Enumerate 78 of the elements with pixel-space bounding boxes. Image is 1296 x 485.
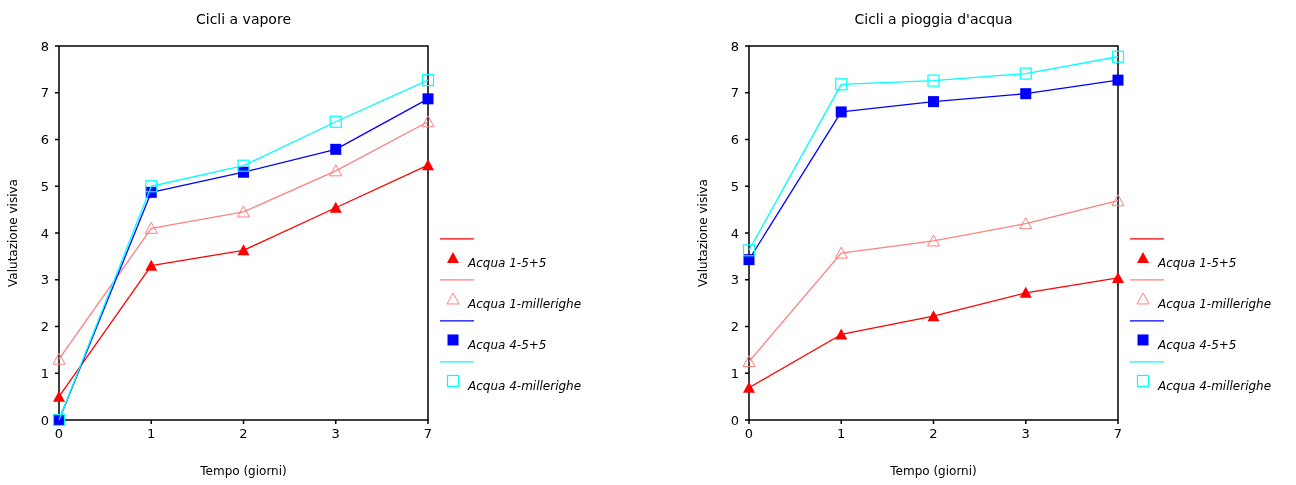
y-tick-label: 4 [40,225,49,241]
point [742,355,756,368]
x-tick-label: 7 [423,426,433,441]
point [928,96,939,108]
point [927,74,940,87]
point [834,246,848,259]
legend-label: Acqua 1-millerighe [1157,296,1272,311]
y-axis-title: Valutazione visiva [696,179,710,287]
point [52,352,66,365]
y-tick-label: 3 [730,272,739,288]
point [145,259,158,271]
point [237,159,250,172]
y-axis-title: Valutazione visiva [6,179,20,287]
point [1111,194,1125,207]
point [1019,67,1032,80]
point [1019,286,1032,298]
x-axis-title: Tempo (giorni) [889,464,977,478]
point [1019,217,1033,230]
point [835,328,848,340]
point [927,310,940,322]
point [1111,50,1125,63]
point [53,390,65,402]
point [743,254,755,266]
y-tick-label: 6 [730,132,739,148]
point [145,180,158,193]
point [742,244,756,257]
y-tick-label: 0 [730,412,739,428]
y-tick-label: 5 [730,178,739,194]
legend-label: Acqua 1-5+5 [1157,255,1237,270]
y-tick-label: 7 [730,85,739,101]
point [329,164,343,177]
y-tick-label: 3 [40,272,49,288]
y-tick-label: 2 [40,319,49,335]
point [835,106,847,118]
legend-label: Acqua 1-millerighe [467,296,582,311]
point [237,244,250,256]
y-tick-label: 7 [40,85,49,101]
point [144,221,158,234]
legend-label: Acqua 4-5+5 [1157,337,1237,352]
point [927,234,940,247]
point [835,78,848,91]
x-tick-label: 2 [929,426,938,441]
point [1112,74,1124,86]
chart-title: Cicli a pioggia d'acqua [854,11,1013,27]
y-tick-label: 1 [730,365,739,381]
point [1112,271,1124,283]
x-tick-label: 0 [744,426,754,441]
legend-label: Acqua 4-millerighe [467,378,582,393]
y-tick-label: 0 [40,412,49,428]
point [330,143,342,155]
point [329,115,342,128]
point [329,201,342,213]
x-tick-label: 3 [1021,426,1030,441]
point [422,159,434,171]
x-tick-label: 3 [331,426,340,441]
legend-label: Acqua 4-millerighe [1157,378,1272,393]
point [421,115,435,128]
x-tick-label: 1 [147,426,156,441]
chart-title: Cicli a vapore [196,11,291,27]
y-tick-label: 8 [40,38,49,54]
y-tick-label: 2 [730,319,739,335]
y-tick-label: 8 [730,38,739,54]
y-tick-label: 5 [40,178,49,194]
x-tick-label: 2 [239,426,248,441]
x-tick-label: 1 [837,426,846,441]
point [1020,88,1032,100]
y-tick-label: 4 [730,225,739,241]
y-tick-label: 1 [40,365,49,381]
point [421,74,435,87]
legend-label: Acqua 1-5+5 [467,255,547,270]
x-tick-label: 7 [1113,426,1123,441]
point [237,205,250,218]
y-tick-label: 6 [40,132,49,148]
point [422,93,434,105]
x-tick-label: 0 [54,426,64,441]
legend-label: Acqua 4-5+5 [467,337,547,352]
x-axis-title: Tempo (giorni) [199,464,287,478]
point [743,381,755,393]
